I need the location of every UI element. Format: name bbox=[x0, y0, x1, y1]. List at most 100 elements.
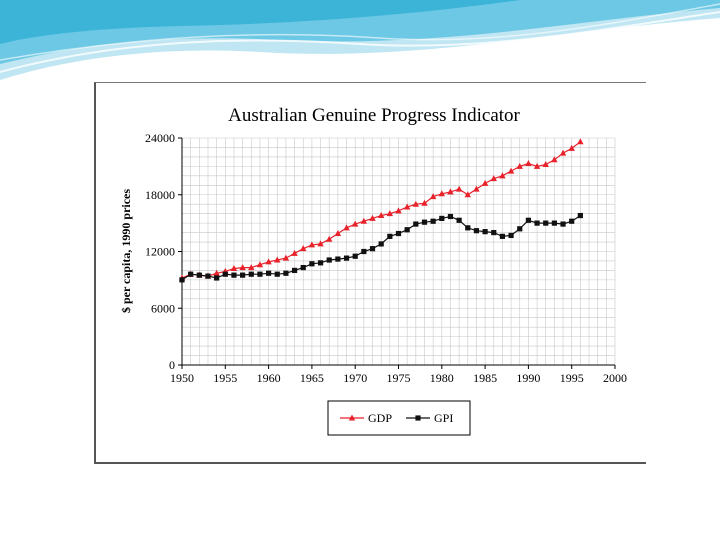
y-tick-label: 12000 bbox=[145, 245, 175, 259]
series-gdp bbox=[178, 138, 584, 281]
x-tick-label: 1950 bbox=[170, 371, 194, 385]
data-point-gdp bbox=[447, 188, 454, 195]
data-point-gpi bbox=[499, 233, 506, 239]
grid-lines bbox=[181, 137, 616, 366]
header-swoosh-decoration bbox=[0, 0, 720, 80]
data-point-gpi bbox=[569, 218, 575, 224]
data-point-gpi bbox=[283, 270, 289, 276]
data-point-gpi bbox=[214, 275, 220, 281]
data-point-gdp bbox=[481, 179, 489, 186]
y-tick-label: 18000 bbox=[145, 188, 175, 202]
data-point-gpi bbox=[404, 227, 410, 233]
data-point-gdp bbox=[395, 207, 402, 214]
data-point-gpi bbox=[395, 230, 402, 237]
data-point-gdp bbox=[455, 185, 463, 192]
axes bbox=[178, 137, 616, 369]
data-point-gdp bbox=[533, 162, 541, 169]
data-point-gdp bbox=[412, 200, 420, 207]
data-point-gdp bbox=[369, 214, 376, 221]
data-point-gdp bbox=[274, 256, 281, 263]
x-tick-label: 1965 bbox=[300, 371, 324, 385]
data-point-gpi bbox=[257, 271, 263, 277]
data-point-gdp bbox=[577, 138, 584, 145]
x-tick-label: 1980 bbox=[430, 371, 454, 385]
data-point-gpi bbox=[421, 219, 428, 225]
data-point-gdp bbox=[464, 191, 471, 198]
data-point-gpi bbox=[335, 256, 341, 262]
y-tick-label: 6000 bbox=[151, 301, 175, 315]
data-point-gpi bbox=[309, 261, 315, 267]
chart-svg: Australian Genuine Progress Indicator 19… bbox=[119, 105, 627, 436]
x-tick-label: 2000 bbox=[603, 371, 627, 385]
data-point-gdp bbox=[239, 264, 246, 271]
data-point-gpi bbox=[291, 267, 298, 274]
data-point-gdp bbox=[291, 249, 298, 256]
data-point-gdp bbox=[317, 240, 324, 247]
legend-item-gdp: GDP bbox=[340, 411, 392, 425]
data-point-gpi bbox=[465, 225, 471, 231]
legend-item-gpi: GPI bbox=[406, 411, 453, 425]
legend-label-gdp: GDP bbox=[368, 411, 392, 425]
data-point-gpi bbox=[473, 228, 480, 234]
data-point-gdp bbox=[282, 254, 290, 261]
data-point-gdp bbox=[525, 160, 532, 167]
data-point-gpi bbox=[266, 270, 272, 276]
x-tick-label: 1975 bbox=[387, 371, 411, 385]
data-point-gpi bbox=[543, 220, 549, 226]
data-point-gpi bbox=[508, 232, 514, 239]
legend-marker-gdp bbox=[348, 414, 356, 421]
data-point-gpi bbox=[439, 215, 445, 221]
data-point-gpi bbox=[430, 218, 436, 224]
data-point-gpi bbox=[343, 255, 350, 261]
data-point-gdp bbox=[542, 160, 549, 167]
tick-labels: 1950 1955 1960 1965 1970 1975 1980 1985 1990 1995… bbox=[145, 131, 627, 385]
data-point-gdp bbox=[499, 172, 506, 179]
data-point-gpi bbox=[387, 233, 393, 239]
y-tick-label: 24000 bbox=[145, 131, 175, 145]
data-point-gpi bbox=[560, 221, 566, 227]
data-point-gpi bbox=[188, 271, 194, 277]
series-layer bbox=[178, 138, 584, 283]
data-point-gdp bbox=[213, 269, 220, 276]
data-point-gdp bbox=[386, 210, 394, 217]
data-point-gpi bbox=[196, 272, 202, 278]
x-tick-label: 1970 bbox=[343, 371, 367, 385]
data-point-gpi bbox=[248, 271, 254, 277]
data-point-gdp bbox=[516, 162, 523, 169]
legend: GDP GPI bbox=[327, 400, 471, 436]
data-point-gpi bbox=[222, 271, 228, 277]
data-point-gpi bbox=[534, 220, 540, 226]
data-point-gpi bbox=[274, 271, 280, 277]
data-point-gdp bbox=[352, 220, 359, 227]
data-point-gpi bbox=[326, 257, 332, 263]
data-point-gdp bbox=[256, 261, 264, 268]
data-point-gdp bbox=[559, 149, 567, 156]
y-tick-label: 0 bbox=[169, 358, 175, 372]
data-point-gdp bbox=[490, 175, 497, 182]
data-point-gpi bbox=[525, 217, 531, 223]
legend-label-gpi: GPI bbox=[434, 411, 453, 425]
data-point-gpi bbox=[179, 277, 185, 283]
chart-title: Australian Genuine Progress Indicator bbox=[228, 105, 520, 126]
data-point-gpi bbox=[378, 241, 384, 247]
data-point-gdp bbox=[568, 144, 575, 151]
data-point-gpi bbox=[482, 229, 488, 235]
x-tick-label: 1990 bbox=[516, 371, 540, 385]
data-point-gpi bbox=[491, 229, 497, 236]
data-point-gpi bbox=[240, 272, 246, 278]
data-point-gdp bbox=[326, 235, 333, 242]
data-point-gdp bbox=[360, 217, 368, 224]
x-tick-label: 1955 bbox=[213, 371, 237, 385]
data-point-gdp bbox=[421, 199, 428, 206]
x-tick-label: 1995 bbox=[560, 371, 584, 385]
x-tick-label: 1960 bbox=[257, 371, 281, 385]
x-tick-label: 1985 bbox=[473, 371, 497, 385]
data-point-gpi bbox=[300, 264, 306, 271]
data-point-gdp bbox=[300, 245, 307, 252]
data-point-gdp bbox=[403, 203, 411, 210]
data-point-gdp bbox=[438, 190, 445, 197]
data-point-gdp bbox=[429, 193, 437, 200]
data-point-gdp bbox=[334, 230, 342, 237]
data-point-gpi bbox=[517, 226, 523, 232]
data-point-gpi bbox=[413, 221, 419, 227]
